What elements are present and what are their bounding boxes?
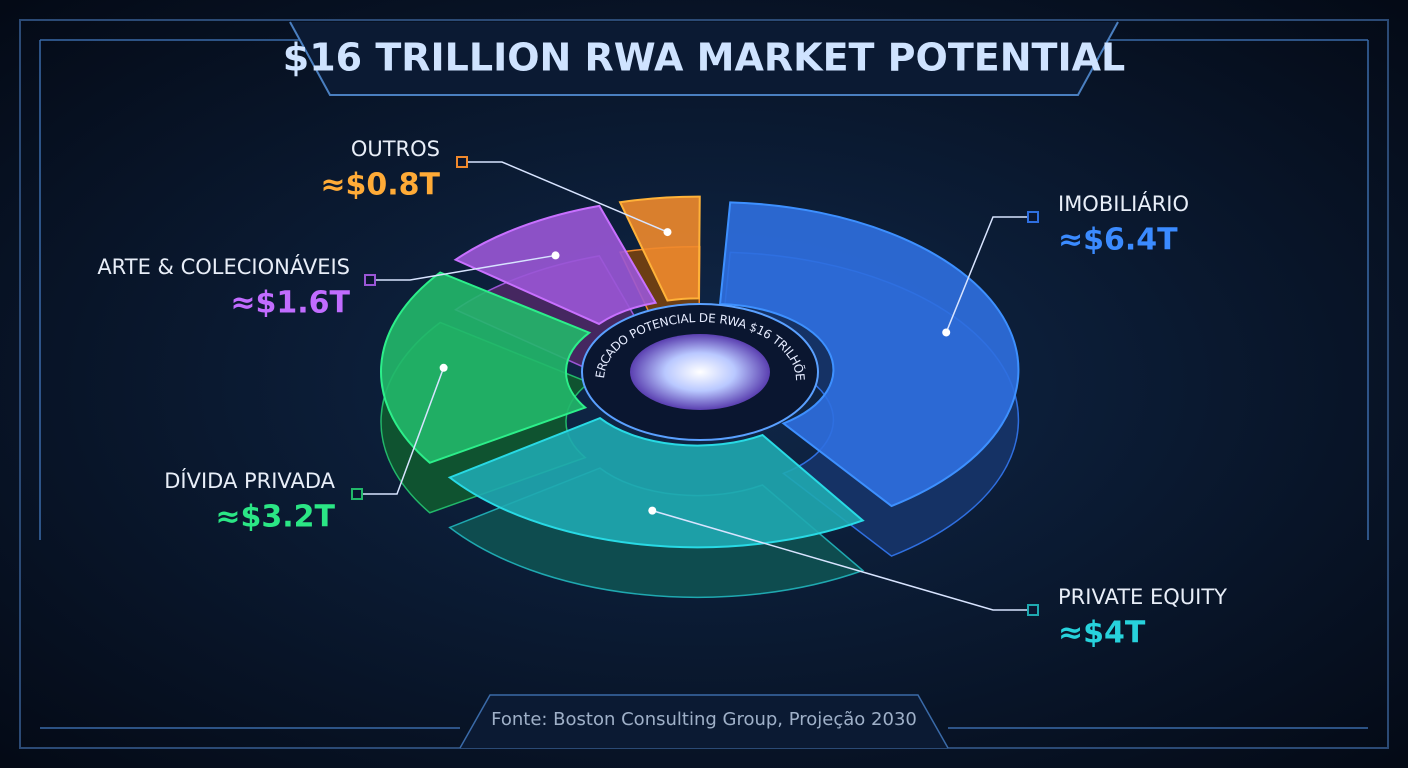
value-label: ≈$0.8T [320,168,440,203]
frame-accent [39,39,1369,729]
leader-dot [439,363,448,372]
frame [19,19,1389,749]
slice [718,201,1020,508]
leader-line [652,509,1033,611]
category-label: IMOBILIÁRIO [1058,191,1189,216]
category-label: DÍVIDA PRIVADA [164,468,335,493]
leader-node [1027,604,1039,616]
value-label: ≈$6.4T [1058,223,1178,258]
leader-dot [663,228,672,237]
leader-line [357,367,445,495]
slice [447,416,865,549]
leader-node [456,156,468,168]
leader-line [370,254,556,281]
slice [453,204,658,326]
leader-node [1027,211,1039,223]
title: $16 TRILLION RWA MARKET POTENTIAL [283,36,1125,80]
leader-dot [942,328,951,337]
slice [618,195,701,302]
leader-node [364,274,376,286]
source: Fonte: Boston Consulting Group, Projeção… [491,709,917,730]
leader-node [351,488,363,500]
value-label: ≈$4T [1058,616,1146,651]
category-label: OUTROS [351,137,440,161]
leader-line [462,161,668,233]
value-label: ≈$1.6T [230,286,350,321]
value-label: ≈$3.2T [215,500,335,535]
slice [380,271,592,464]
source-box [459,694,949,749]
leader-dot [551,251,560,260]
center-core [630,334,770,410]
category-label: PRIVATE EQUITY [1058,585,1227,609]
leader-dot [648,506,657,515]
leader-line [945,216,1033,333]
title-box [289,21,1119,96]
category-label: ARTE & COLECIONÁVEIS [97,254,350,279]
